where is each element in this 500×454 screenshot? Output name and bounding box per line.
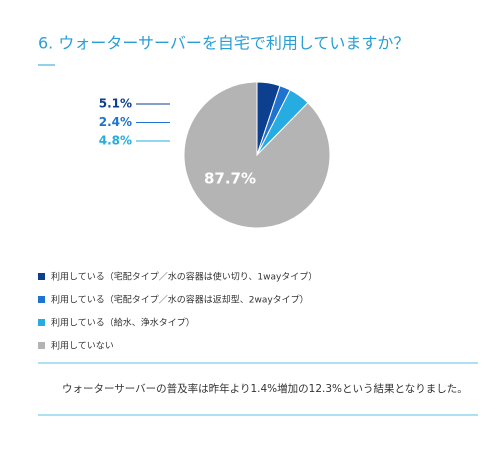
data-label: 5.1% <box>99 97 132 111</box>
legend-label: 利用している（給水、浄水タイプ） <box>51 317 195 329</box>
annotation: ウォーターサーバーの普及率は昨年より1.4%増加の12.3%という結果となりまし… <box>62 382 468 395</box>
pie-slice <box>183 81 331 229</box>
legend-swatch <box>38 342 45 349</box>
legend-swatch <box>38 319 45 326</box>
legend-swatch <box>38 273 45 280</box>
data-label: 4.8% <box>99 134 132 148</box>
data-label: 87.7% <box>204 170 256 188</box>
legend-swatch <box>38 296 45 303</box>
legend-label: 利用していない <box>51 340 114 352</box>
chart-title: 6. ウォーターサーバーを自宅で利用していますか？ <box>38 34 409 53</box>
data-label: 2.4% <box>99 115 132 129</box>
legend-label: 利用している（宅配タイプ／水の容器は返却型、2wayタイプ） <box>51 294 309 306</box>
legend-label: 利用している（宅配タイプ／水の容器は使い切り、1wayタイプ） <box>51 271 317 283</box>
